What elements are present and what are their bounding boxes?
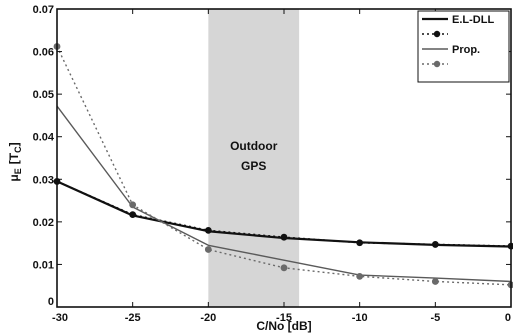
y-tick-label: 0.06 bbox=[33, 47, 54, 59]
x-tick-label: -10 bbox=[352, 312, 368, 324]
shaded-region-label-line1: Outdoor bbox=[230, 139, 278, 153]
y-tick-label: 0.01 bbox=[33, 259, 54, 271]
x-tick-label: -15 bbox=[276, 312, 292, 324]
y-axis-label: μΕ [TC] bbox=[7, 142, 23, 181]
series-2-point bbox=[356, 239, 364, 247]
legend-label-3: Prop. bbox=[452, 44, 480, 56]
y-axis-label-unit-sub: C bbox=[13, 146, 23, 153]
x-axis-label: C/No [dB] bbox=[256, 319, 311, 333]
y-tick-label: 0.02 bbox=[33, 217, 54, 229]
y-axis-label-unit-close: ] bbox=[7, 142, 21, 146]
y-axis-label-symbol: μ bbox=[7, 174, 21, 181]
series-2-point bbox=[431, 241, 439, 248]
y-tick-label: 0.07 bbox=[33, 4, 54, 16]
series-4-point bbox=[204, 246, 212, 253]
x-tick-label: -5 bbox=[430, 312, 440, 324]
y-tick-label: 0 bbox=[48, 296, 54, 308]
series-4-point bbox=[431, 278, 439, 285]
x-tick-label: -25 bbox=[125, 312, 141, 324]
series-4-point bbox=[280, 264, 288, 272]
series-2-point bbox=[280, 233, 288, 241]
y-axis-label-symbol-sub: Ε bbox=[13, 168, 23, 174]
legend-marker-2 bbox=[433, 30, 441, 38]
y-tick-label: 0.04 bbox=[33, 132, 55, 144]
legend-marker-4 bbox=[433, 60, 441, 68]
series-2-point bbox=[204, 226, 212, 234]
series-4-point bbox=[356, 272, 364, 280]
y-tick-label: 0.03 bbox=[33, 174, 54, 186]
series-4-point bbox=[129, 201, 137, 209]
x-tick-label: -20 bbox=[200, 312, 216, 324]
shaded-region-label-line2: GPS bbox=[241, 159, 266, 173]
shaded-region bbox=[208, 9, 300, 307]
legend-label-1: E.L-DLL bbox=[452, 14, 494, 26]
x-tick-label: 0 bbox=[505, 312, 511, 324]
y-tick-label: 0.05 bbox=[33, 89, 54, 101]
legend-box bbox=[417, 10, 510, 83]
legend: E.L-DLL Prop. bbox=[417, 10, 510, 83]
y-axis-label-unit: [T bbox=[7, 152, 21, 164]
x-tick-label: -30 bbox=[52, 312, 68, 324]
series-2-point bbox=[129, 211, 137, 219]
